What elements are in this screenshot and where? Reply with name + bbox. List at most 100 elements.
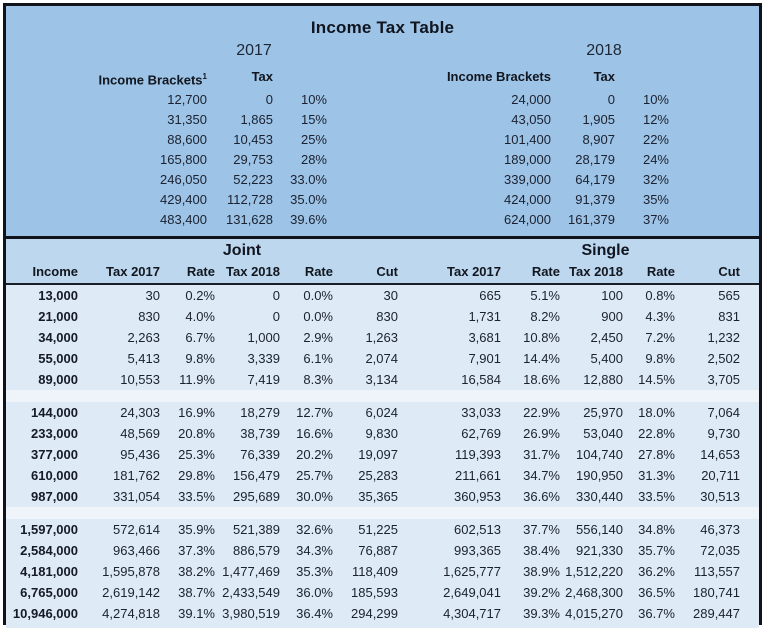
- rate-2017-cell: 10%: [300, 92, 327, 107]
- income: 10,946,000: [12, 606, 78, 621]
- rate-2018-cell: 37%: [642, 212, 669, 227]
- single-rate-2018-cell: 34.8%: [638, 522, 675, 537]
- col-header-single-rate-2017: Rate: [531, 264, 560, 279]
- col-header-income: Income: [32, 264, 78, 279]
- single-tax-2017-cell: 3,681: [468, 330, 501, 345]
- joint-rate-2018-cell: 30.0%: [296, 489, 333, 504]
- single-cut-cell: 565: [718, 288, 740, 303]
- joint-cut-cell: 30: [383, 288, 398, 303]
- single-tax-2018-cell: 53,040: [583, 426, 623, 441]
- single-tax-2017-cell: 665: [479, 288, 501, 303]
- single-rate-2017-cell: 22.9%: [523, 405, 560, 420]
- single-rate-2017-cell: 39.2%: [523, 585, 560, 600]
- header-trailing-spacer: [673, 66, 759, 91]
- joint-tax-2017-cell: 830: [138, 309, 160, 324]
- joint-tax-2017-cell: 95,436: [120, 447, 160, 462]
- single-tax-2017-cell: 602,513: [454, 522, 501, 537]
- single-rate-2018-cell: 9.8%: [645, 351, 675, 366]
- joint-tax-2017-cell: 4,274,818: [102, 606, 160, 621]
- single-rate-2018-cell: 36.7%: [638, 606, 675, 621]
- joint-tax-2018-cell: 0: [272, 309, 280, 324]
- rate-2017-cell: 33.0%: [290, 172, 327, 187]
- joint-tax-2018-cell: 76,339: [240, 447, 280, 462]
- header-tax-2017: Tax: [251, 69, 273, 84]
- row-trailing-spacer: [673, 110, 759, 130]
- joint-rate-2018-cell: 35.3%: [296, 564, 333, 579]
- row-trailing-spacer: [744, 444, 759, 465]
- tax-2017-cell: 29,753: [233, 152, 273, 167]
- single-rate-2017-cell: 37.7%: [523, 522, 560, 537]
- bracket-row: 88,600 10,453 25% 101,400 8,907 22%: [6, 130, 759, 150]
- joint-label: Joint: [222, 242, 262, 259]
- joint-tax-2017-cell: 1,595,878: [102, 564, 160, 579]
- row-trailing-spacer: [673, 170, 759, 190]
- joint-tax-2018-cell: 0: [272, 288, 280, 303]
- joint-rate-2018-cell: 20.2%: [296, 447, 333, 462]
- row-trailing-spacer: [744, 327, 759, 348]
- bracket-row: 429,400 112,728 35.0% 424,000 91,379 35%: [6, 190, 759, 210]
- joint-rate-2018-cell: 16.6%: [296, 426, 333, 441]
- joint-tax-2018-cell: 2,433,549: [222, 585, 280, 600]
- single-tax-2018-cell: 330,440: [576, 489, 623, 504]
- joint-tax-2017-cell: 10,553: [120, 372, 160, 387]
- joint-rate-2017-cell: 35.9%: [178, 522, 215, 537]
- tax-2017-cell: 52,223: [233, 172, 273, 187]
- table-row: 89,000 10,553 11.9% 7,419 8.3% 3,134 16,584 18.…: [6, 369, 759, 390]
- joint-cut-cell: 19,097: [358, 447, 398, 462]
- joint-rate-2017-cell: 11.9%: [179, 372, 215, 387]
- single-tax-2018-cell: 190,950: [576, 468, 623, 483]
- joint-cut-cell: 294,299: [351, 606, 398, 621]
- table-row: 21,000 830 4.0% 0 0.0% 830 1,731 8.2% 900 4.3% 831: [6, 306, 759, 327]
- single-tax-2017-cell: 119,393: [454, 447, 501, 462]
- joint-rate-2018-cell: 36.0%: [296, 585, 333, 600]
- tax-2018-cell: 1,905: [582, 112, 615, 127]
- header-tax-2018: Tax: [593, 69, 615, 84]
- income: 377,000: [31, 447, 78, 462]
- joint-tax-2018-cell: 295,689: [233, 489, 280, 504]
- joint-tax-2017-cell: 181,762: [113, 468, 160, 483]
- bracket-row: 246,050 52,223 33.0% 339,000 64,179 32%: [6, 170, 759, 190]
- bracket-2018-cell: 424,000: [504, 192, 551, 207]
- single-cut-cell: 831: [718, 309, 740, 324]
- filing-status-band: Joint Single: [6, 239, 759, 262]
- joint-tax-2018-cell: 38,739: [240, 426, 280, 441]
- tax-2018-cell: 91,379: [575, 192, 615, 207]
- joint-cut-cell: 185,593: [351, 585, 398, 600]
- joint-rate-2017-cell: 6.7%: [185, 330, 215, 345]
- year-2017-label: 2017: [236, 42, 272, 59]
- joint-rate-2018-cell: 34.3%: [296, 543, 333, 558]
- income: 21,000: [38, 309, 78, 324]
- table-row: 4,181,000 1,595,878 38.2% 1,477,469 35.3% 118…: [6, 561, 759, 582]
- income: 1,597,000: [20, 522, 78, 537]
- income: 89,000: [38, 372, 78, 387]
- rate-2018-cell: 35%: [642, 192, 669, 207]
- income: 4,181,000: [20, 564, 78, 579]
- joint-rate-2017-cell: 33.5%: [178, 489, 215, 504]
- bottom-padding: [6, 624, 759, 628]
- joint-tax-2018-cell: 156,479: [233, 468, 280, 483]
- tax-2018-cell: 64,179: [575, 172, 615, 187]
- tax-2017-cell: 10,453: [233, 132, 273, 147]
- joint-tax-2017-cell: 963,466: [113, 543, 160, 558]
- bracket-row: 12,700 0 10% 24,000 0 10%: [6, 90, 759, 110]
- tax-2017-cell: 0: [265, 92, 273, 107]
- table-row: 233,000 48,569 20.8% 38,739 16.6% 9,830 62,769…: [6, 423, 759, 444]
- joint-rate-2017-cell: 39.1%: [178, 606, 215, 621]
- table-row: 987,000 331,054 33.5% 295,689 30.0% 35,365 360…: [6, 486, 759, 507]
- single-tax-2018-cell: 4,015,270: [565, 606, 623, 621]
- rate-2018-cell: 10%: [642, 92, 669, 107]
- single-tax-2017-cell: 993,365: [454, 543, 501, 558]
- joint-cut-cell: 2,074: [365, 351, 398, 366]
- single-cut-cell: 3,705: [707, 372, 740, 387]
- single-tax-2018-cell: 25,970: [583, 405, 623, 420]
- joint-tax-2017-cell: 48,569: [120, 426, 160, 441]
- comparison-table-body: 13,000 30 0.2% 0 0.0% 30 665 5.1% 100 0.8% 565 21,0…: [6, 285, 759, 624]
- single-tax-2017-cell: 33,033: [461, 405, 501, 420]
- joint-rate-2017-cell: 29.8%: [178, 468, 215, 483]
- col-header-single-rate-2018: Rate: [646, 264, 675, 279]
- income: 144,000: [31, 405, 78, 420]
- tax-2018-cell: 0: [607, 92, 615, 107]
- col-header-single-cut: Cut: [718, 264, 740, 279]
- joint-tax-2018-cell: 7,419: [247, 372, 280, 387]
- row-trailing-spacer: [673, 130, 759, 150]
